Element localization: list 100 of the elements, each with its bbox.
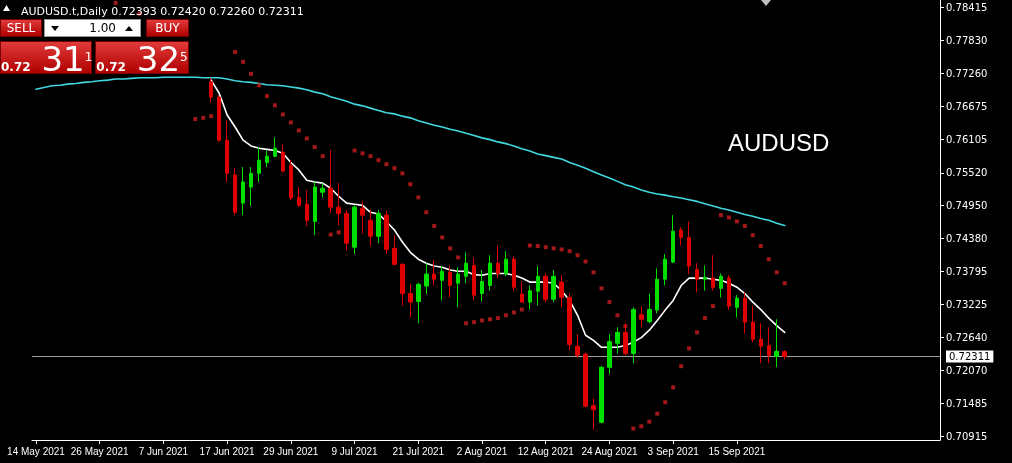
x-tick-label: 12 Aug 2021: [517, 445, 575, 457]
y-tick-label: 0.72070: [946, 364, 988, 376]
y-tick-label: 0.70915: [946, 430, 988, 442]
y-tick-label: 0.71485: [946, 398, 988, 410]
candlestick: [528, 285, 532, 311]
candlestick: [225, 119, 229, 183]
candlestick: [743, 291, 747, 335]
candlestick: [424, 262, 429, 295]
candlestick: [687, 220, 691, 275]
buy-button: BUY: [146, 19, 189, 37]
candlestick: [551, 269, 556, 303]
candlestick: [448, 265, 452, 299]
candlestick: [711, 254, 715, 292]
y-tick-label: 0.74380: [946, 232, 988, 244]
candlestick: [289, 159, 293, 201]
candlestick: [543, 273, 548, 303]
x-tick-label: 7 Jun 2021: [138, 445, 189, 457]
y-tick-label: 0.74950: [946, 199, 988, 211]
x-tick-label: 15 Sep 2021: [708, 445, 766, 457]
candlestick: [464, 251, 468, 284]
candlestick: [281, 143, 285, 173]
candlestick: [305, 189, 309, 227]
candlestick: [488, 254, 492, 292]
candlestick: [336, 182, 341, 226]
y-tick-label: 0.76675: [946, 101, 988, 113]
candlestick: [297, 186, 301, 208]
candlestick: [751, 305, 755, 343]
y-tick-label: 0.78415: [946, 1, 988, 13]
candlestick: [472, 256, 476, 301]
candlestick: [504, 250, 508, 277]
candlestick: [432, 259, 436, 287]
candlestick: [727, 274, 731, 311]
candlestick: [655, 267, 659, 315]
candlestick: [352, 204, 357, 255]
candlestick: [703, 264, 707, 292]
candlestick: [376, 209, 381, 244]
buy-price-button: 0.72 32$^{5}$: [95, 41, 189, 74]
candlestick: [241, 166, 245, 216]
candlestick: [249, 166, 253, 207]
candlestick: [647, 293, 652, 324]
candlestick: [559, 274, 564, 308]
candlestick: [759, 322, 763, 364]
annotation: AUDUSD: [728, 128, 830, 156]
x-tick-label: 9 Jul 2021: [331, 445, 379, 457]
text: AUDUSD.t,Daily 0.72393 0.72420 0.72260 0.72311: [21, 5, 304, 18]
candlestick: [233, 167, 237, 216]
x-tick-label: 24 Aug 2021: [581, 445, 638, 457]
candlestick: [344, 209, 349, 252]
candlestick: [695, 262, 699, 293]
candlestick: [320, 182, 325, 198]
y-tick-label: 0.77260: [946, 67, 988, 79]
candlestick: [735, 294, 739, 319]
candlestick: [639, 305, 644, 328]
x-tick-label: 29 Jun 2021: [263, 445, 319, 457]
candlestick: [567, 293, 572, 351]
candlestick: [408, 283, 413, 319]
lot-size-field: 1.00: [44, 19, 141, 37]
candlestick: [512, 255, 516, 292]
candlestick: [631, 306, 636, 364]
y-tick-label: 0.73225: [946, 298, 988, 310]
candlestick: [607, 333, 612, 375]
annotation: 1.00: [89, 21, 116, 35]
candlestick: [328, 149, 333, 214]
candlestick: [456, 266, 460, 308]
candlestick: [782, 349, 787, 360]
candlestick: [392, 234, 397, 266]
candlestick: [384, 210, 389, 255]
candlestick: [599, 365, 604, 424]
candlestick: [440, 265, 444, 301]
candlestick: [480, 269, 484, 303]
y-tick-label: 0.73795: [946, 266, 988, 277]
candlestick: [273, 136, 277, 158]
candlestick: [265, 149, 269, 168]
sell-price-button: 0.72 31$^{1}$: [0, 41, 92, 74]
ref-line-label: 0.72311: [949, 350, 991, 362]
candlestick: [209, 77, 213, 104]
y-tick-label: 0.77830: [946, 35, 988, 47]
x-tick-label: 26 May 2021: [70, 445, 130, 457]
candlestick: [591, 397, 596, 431]
candlestick: [368, 209, 373, 247]
x-tick-label: 2 Aug 2021: [456, 445, 508, 457]
candlestick: [774, 318, 779, 368]
candlestick: [400, 262, 405, 307]
candlestick: [663, 253, 667, 287]
candlestick: [313, 181, 317, 236]
candlestick: [615, 326, 620, 355]
candlestick: [217, 94, 221, 143]
sell-button: SELL: [0, 19, 42, 37]
y-tick-label: 0.76105: [946, 133, 988, 145]
candlestick: [536, 265, 540, 307]
candlestick: [767, 326, 771, 364]
candlestick: [257, 146, 261, 183]
x-tick-label: 21 Jul 2021: [392, 445, 445, 457]
candlestick: [575, 333, 580, 359]
y-tick-label: 0.75520: [946, 167, 988, 179]
x-tick-label: 17 Jun 2021: [199, 445, 256, 457]
candlestick: [360, 200, 365, 234]
x-tick-label: 14 May 2021: [7, 445, 66, 457]
candlestick: [416, 282, 421, 324]
candlestick: [496, 244, 500, 278]
